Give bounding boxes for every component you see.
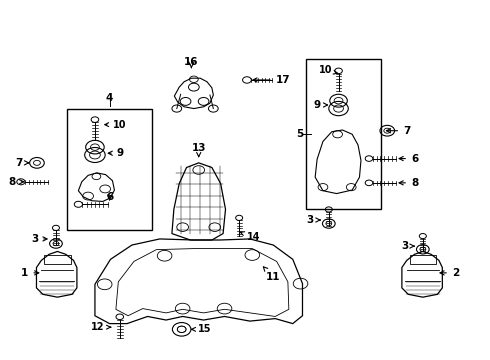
Text: 14: 14 bbox=[240, 232, 261, 242]
Text: 4: 4 bbox=[106, 93, 113, 103]
Text: 12: 12 bbox=[91, 322, 111, 332]
Text: 3: 3 bbox=[31, 234, 47, 244]
Text: 5: 5 bbox=[296, 129, 303, 139]
Text: 2: 2 bbox=[440, 268, 459, 278]
Text: 7: 7 bbox=[15, 158, 29, 168]
Text: 3: 3 bbox=[307, 215, 320, 225]
Bar bbox=[306, 59, 381, 208]
Text: 11: 11 bbox=[263, 267, 280, 282]
Text: 9: 9 bbox=[314, 100, 327, 110]
Text: 3: 3 bbox=[401, 241, 414, 251]
Text: 1: 1 bbox=[21, 268, 39, 278]
Text: 9: 9 bbox=[108, 148, 124, 158]
Text: 6: 6 bbox=[106, 192, 113, 202]
Text: 10: 10 bbox=[318, 65, 338, 75]
Text: 15: 15 bbox=[192, 324, 212, 334]
Text: 13: 13 bbox=[192, 143, 206, 157]
Bar bbox=[67, 109, 152, 230]
Text: 8: 8 bbox=[399, 178, 418, 188]
Text: 7: 7 bbox=[387, 126, 411, 136]
Text: 6: 6 bbox=[399, 154, 418, 163]
Bar bbox=[44, 255, 71, 264]
Text: 10: 10 bbox=[105, 120, 126, 130]
Bar bbox=[410, 255, 436, 264]
Text: 8: 8 bbox=[8, 177, 24, 187]
Text: 16: 16 bbox=[184, 57, 198, 67]
Text: 17: 17 bbox=[253, 75, 290, 85]
